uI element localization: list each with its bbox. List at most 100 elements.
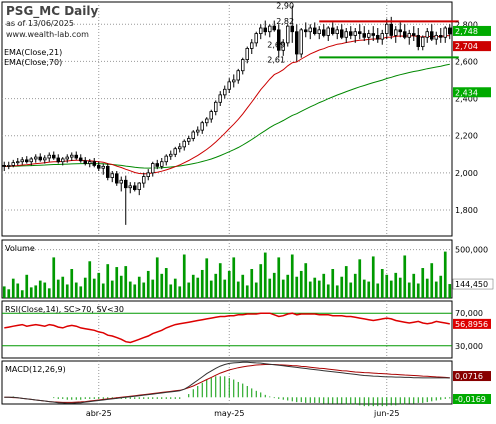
volume-tag-box [452, 278, 494, 290]
candle-body [124, 179, 128, 189]
candle-body [411, 33, 416, 36]
volume-bar [385, 274, 389, 298]
candle-body [186, 138, 191, 142]
candle [101, 163, 106, 175]
volume-bar [74, 282, 78, 298]
volume-bar [407, 282, 411, 298]
macd-tag-hist: -0,0169 [455, 395, 486, 404]
candle [47, 152, 52, 162]
candle-body [438, 35, 443, 38]
volume-bar [232, 257, 236, 298]
candle [29, 157, 33, 166]
volume-bar [146, 270, 150, 298]
volume-bar [349, 282, 353, 298]
candle [164, 154, 168, 166]
candle [321, 24, 326, 38]
candle-body [317, 29, 321, 34]
volume-bar [443, 251, 447, 298]
candle [434, 31, 438, 45]
volume-bar [322, 273, 326, 298]
candle [254, 31, 258, 47]
candle [38, 153, 43, 162]
volume-bar [254, 282, 258, 298]
price-annotation: 2,61 [267, 56, 285, 65]
candle [155, 159, 159, 170]
volume-bar [178, 286, 182, 298]
panel-frame-price [1, 1, 453, 237]
candle-body [195, 129, 200, 133]
price-annotation: 2,69 [267, 40, 285, 49]
price-annotation: 2,82 [276, 17, 294, 26]
candle-body [416, 35, 420, 47]
candle-body [119, 179, 124, 184]
candle-body [155, 163, 159, 167]
candle [20, 157, 24, 165]
volume-bar [272, 272, 276, 298]
indicator-label: EMA(Close,21) [4, 48, 62, 57]
candle [61, 157, 65, 166]
candle [245, 46, 249, 64]
rsi-tag-box [453, 318, 491, 329]
candle [56, 154, 61, 164]
volume-bar [412, 273, 416, 298]
volume-bar [268, 278, 272, 298]
candle [177, 143, 182, 153]
candle [150, 161, 155, 177]
indicator-label: EMA(Close,70) [4, 58, 62, 67]
candle [2, 161, 6, 171]
candle-body [70, 154, 74, 158]
candle-body [240, 59, 245, 72]
volume-bar [335, 285, 339, 298]
candle-body [231, 79, 236, 83]
candle [380, 29, 384, 45]
volume-bar [83, 277, 87, 298]
volume-bar [398, 277, 402, 298]
candle-body [398, 29, 402, 33]
volume-bar [259, 264, 263, 298]
candle [43, 155, 47, 164]
candle-body [348, 31, 353, 36]
candle [447, 24, 452, 40]
candle [402, 24, 407, 40]
candle-body [74, 154, 79, 159]
chart-date: as of 13/06/2025 [6, 19, 74, 28]
panel-frame-vol [1, 239, 453, 299]
candle-body [97, 165, 101, 169]
volume-bar [218, 263, 222, 298]
volume-bar [425, 278, 429, 298]
candle-body [236, 70, 240, 81]
candle-body [11, 162, 15, 166]
volume-bar [182, 254, 186, 298]
candle [236, 68, 240, 84]
candle [339, 24, 344, 40]
candle [209, 109, 213, 123]
candle-body [294, 31, 299, 55]
candle [420, 35, 425, 51]
candle-body [447, 27, 452, 35]
candle-body [150, 163, 155, 174]
volume-bar [79, 286, 83, 298]
candle [240, 57, 245, 75]
candle-body [326, 27, 330, 36]
price-tag-ema21-box [453, 41, 491, 52]
candle-body [52, 154, 56, 159]
volume-bar [295, 276, 299, 298]
volume-bar [124, 266, 128, 298]
candle [429, 24, 434, 41]
price-tag-last: 2,748 [455, 27, 478, 36]
candle-body [15, 161, 20, 164]
candle-body [267, 25, 272, 33]
candle-body [263, 27, 267, 33]
candle-body [164, 155, 168, 163]
volume-bar [358, 259, 362, 298]
candle-body [389, 23, 393, 36]
candle [416, 28, 420, 51]
volume-bar [191, 274, 195, 298]
candle [258, 24, 263, 40]
volume-bar [119, 275, 123, 298]
candle [249, 39, 254, 54]
price-tick-label: 2,800 [455, 20, 478, 29]
candle [119, 176, 124, 192]
